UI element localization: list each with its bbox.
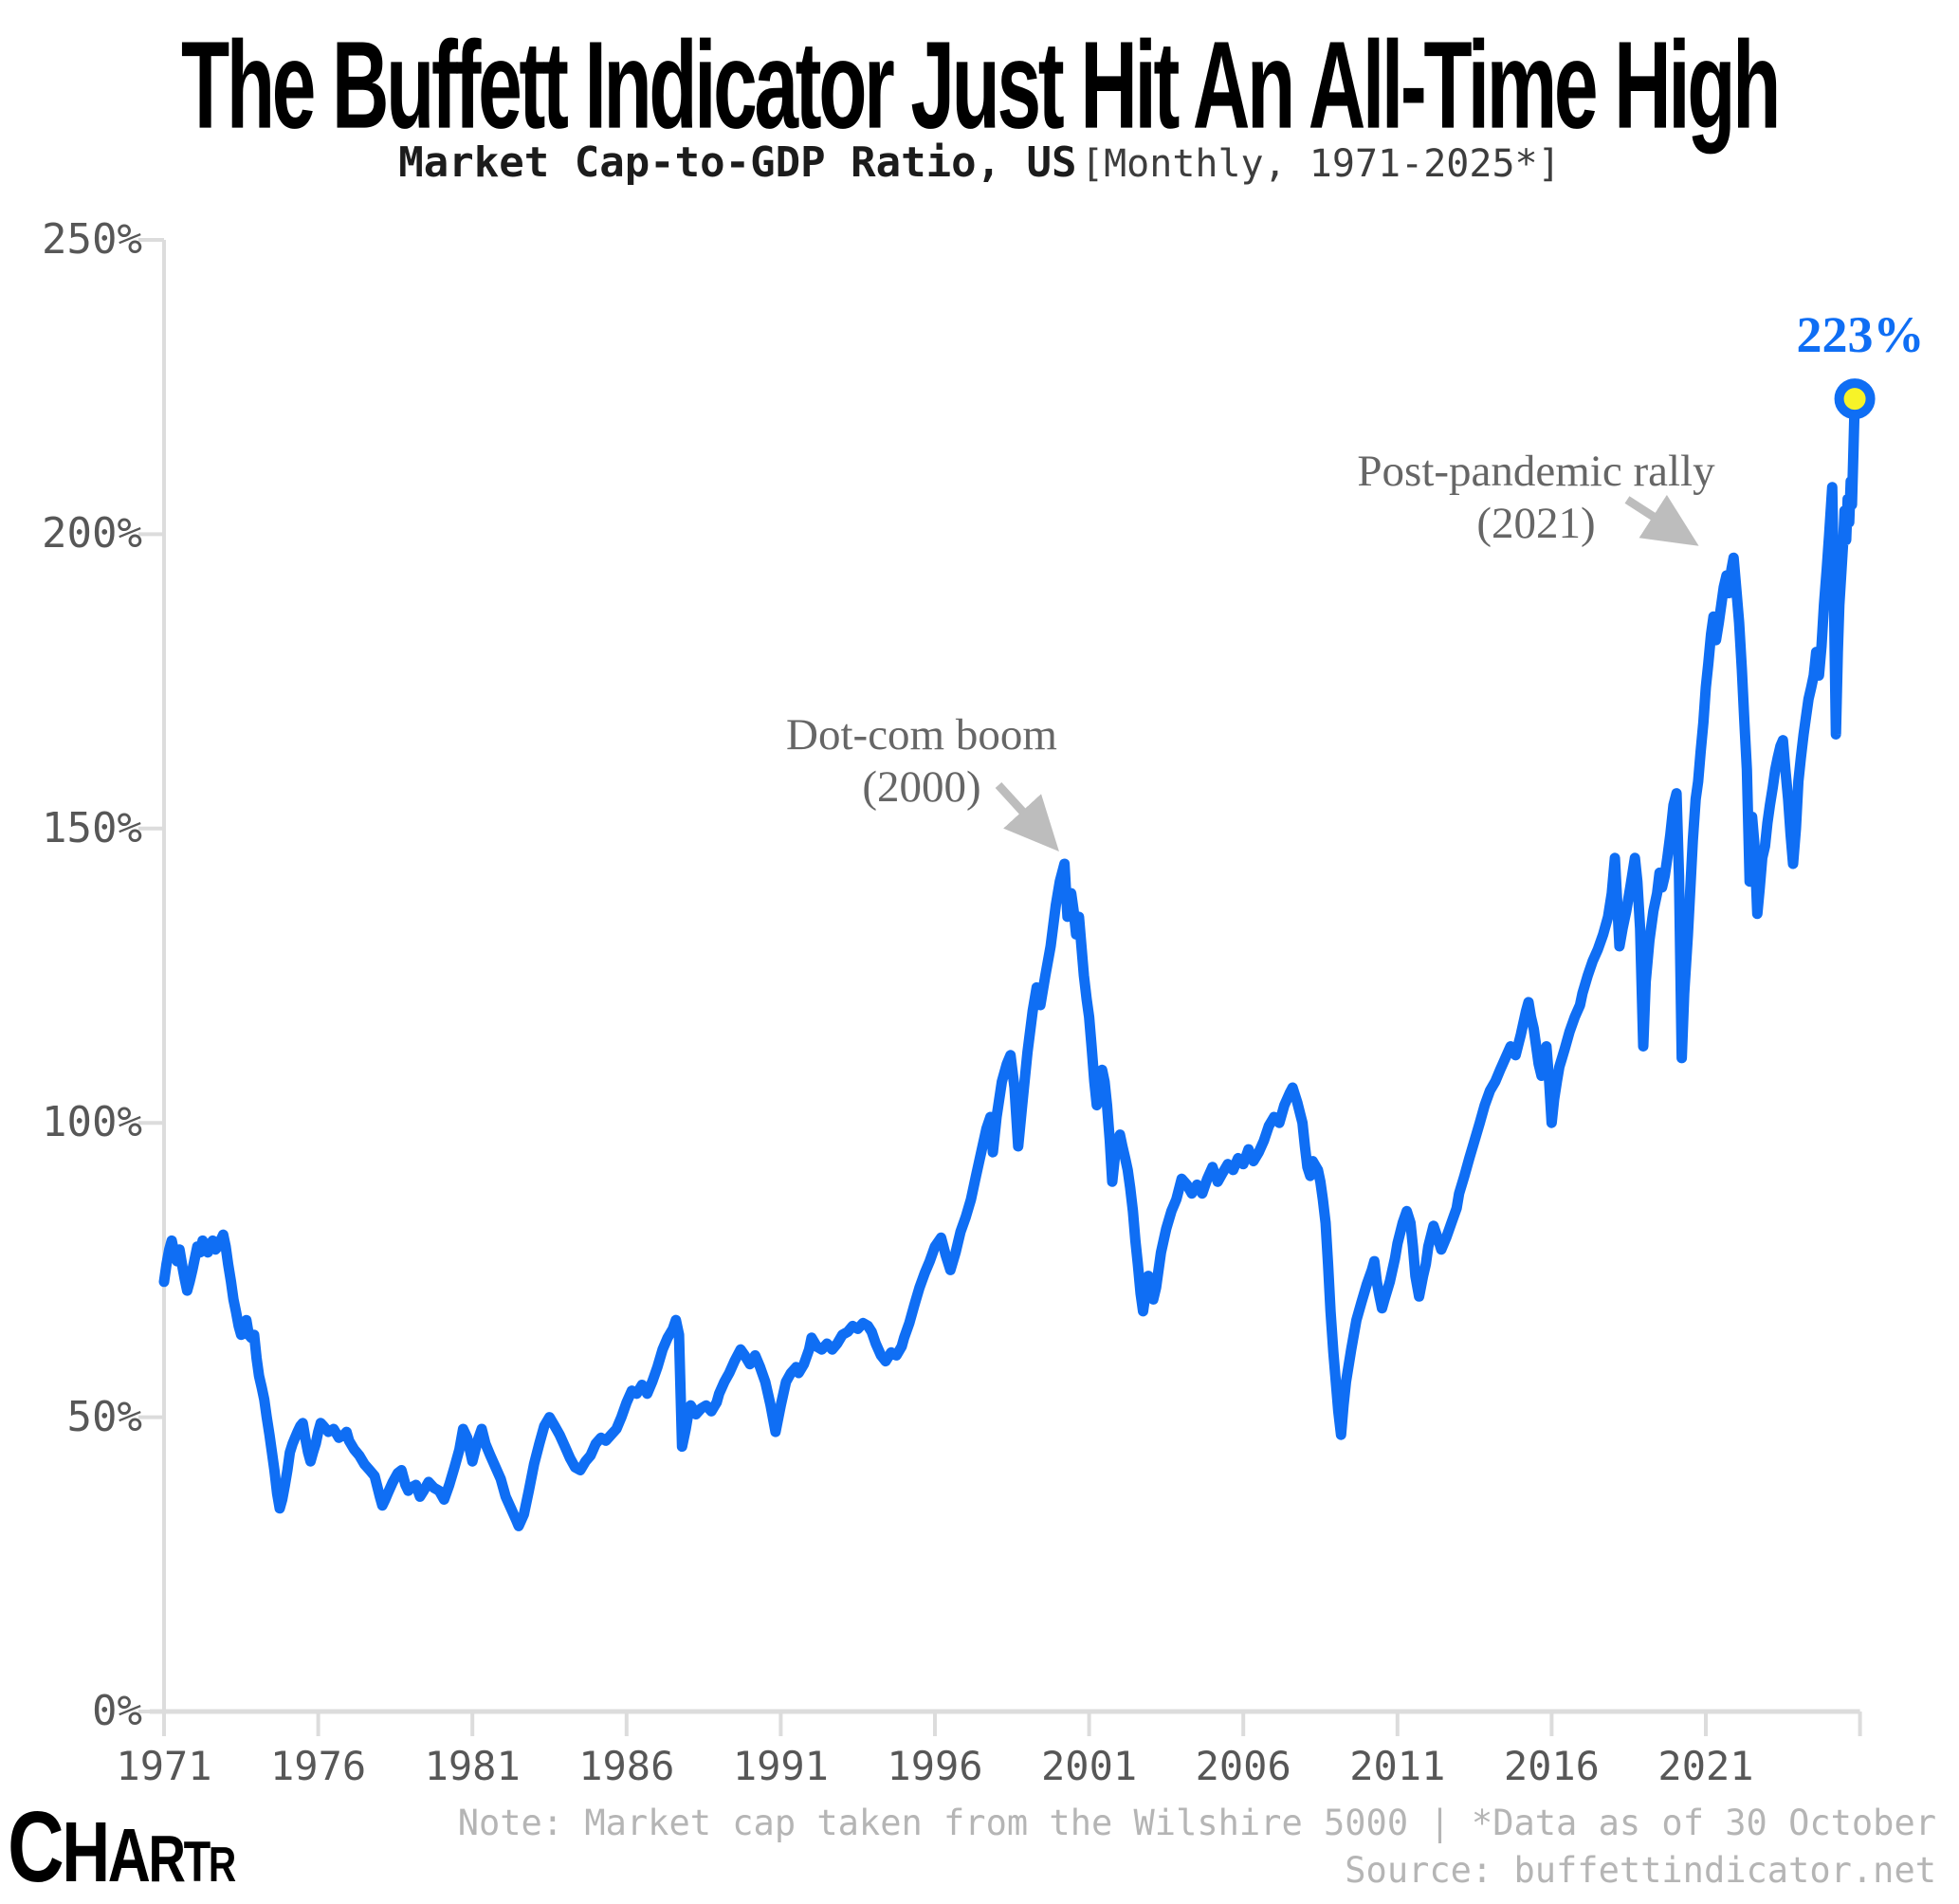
pandemic-arrow — [1624, 494, 1699, 546]
x-axis-label: 2021 — [1657, 1743, 1754, 1789]
y-axis-label: 100% — [42, 1098, 142, 1147]
annotation-pandemic: Post-pandemic rally (2021) — [1233, 446, 1840, 549]
logo-letter: R — [148, 1822, 185, 1895]
logo-letter: R — [208, 1838, 236, 1893]
x-axis-label: 1976 — [270, 1743, 367, 1789]
annotation-dotcom-line1: Dot-com boom — [786, 710, 1057, 760]
page-title: The Buffett Indicator Just Hit An All-Ti… — [181, 15, 1781, 155]
y-axis-label: 200% — [42, 509, 142, 558]
annotation-dotcom: Dot-com boom (2000) — [618, 709, 1225, 813]
x-axis-label: 1986 — [578, 1743, 675, 1789]
subtitle-main: Market Cap-to-GDP Ratio, US — [398, 138, 1077, 187]
annotation-pandemic-line2: (2021) — [1476, 498, 1596, 548]
logo-letter: T — [183, 1830, 211, 1894]
logo-letter: C — [8, 1791, 64, 1903]
x-axis-label: 1996 — [887, 1743, 983, 1789]
endpoint-marker — [1834, 378, 1876, 420]
x-axis-label: 2016 — [1503, 1743, 1600, 1789]
footer-source: Source: buffettindicator.net — [1345, 1850, 1936, 1891]
annotation-dotcom-line2: (2000) — [862, 761, 981, 812]
dotcom-arrow — [995, 781, 1059, 851]
x-axis-label: 1981 — [424, 1743, 521, 1789]
x-axis-label: 1991 — [732, 1743, 829, 1789]
x-axis-label: 1971 — [116, 1743, 212, 1789]
x-axis-label: 2011 — [1349, 1743, 1446, 1789]
y-axis-label: 0% — [92, 1687, 142, 1735]
y-axis-label: 250% — [42, 215, 142, 264]
y-axis-label: 50% — [66, 1392, 142, 1441]
subtitle-qualifier: [Monthly, 1971-2025*] — [1080, 142, 1561, 186]
annotation-pandemic-line1: Post-pandemic rally — [1357, 447, 1715, 496]
chart-footer: Note: Market cap taken from the Wilshire… — [458, 1800, 1936, 1895]
logo-letter: H — [62, 1805, 110, 1900]
end-value-label: 223% — [1796, 306, 1925, 363]
footer-note: Note: Market cap taken from the Wilshire… — [457, 1803, 1936, 1843]
x-axis-label: 2006 — [1195, 1743, 1291, 1789]
chart-subtitle: Market Cap-to-GDP Ratio, US [Monthly, 19… — [0, 138, 1959, 187]
x-axis-label: 2001 — [1041, 1743, 1138, 1789]
chartr-logo: CHARTR — [8, 1791, 236, 1903]
y-axis-label: 150% — [42, 803, 142, 852]
logo-letter: A — [107, 1813, 151, 1897]
indicator-line — [158, 394, 1860, 1531]
